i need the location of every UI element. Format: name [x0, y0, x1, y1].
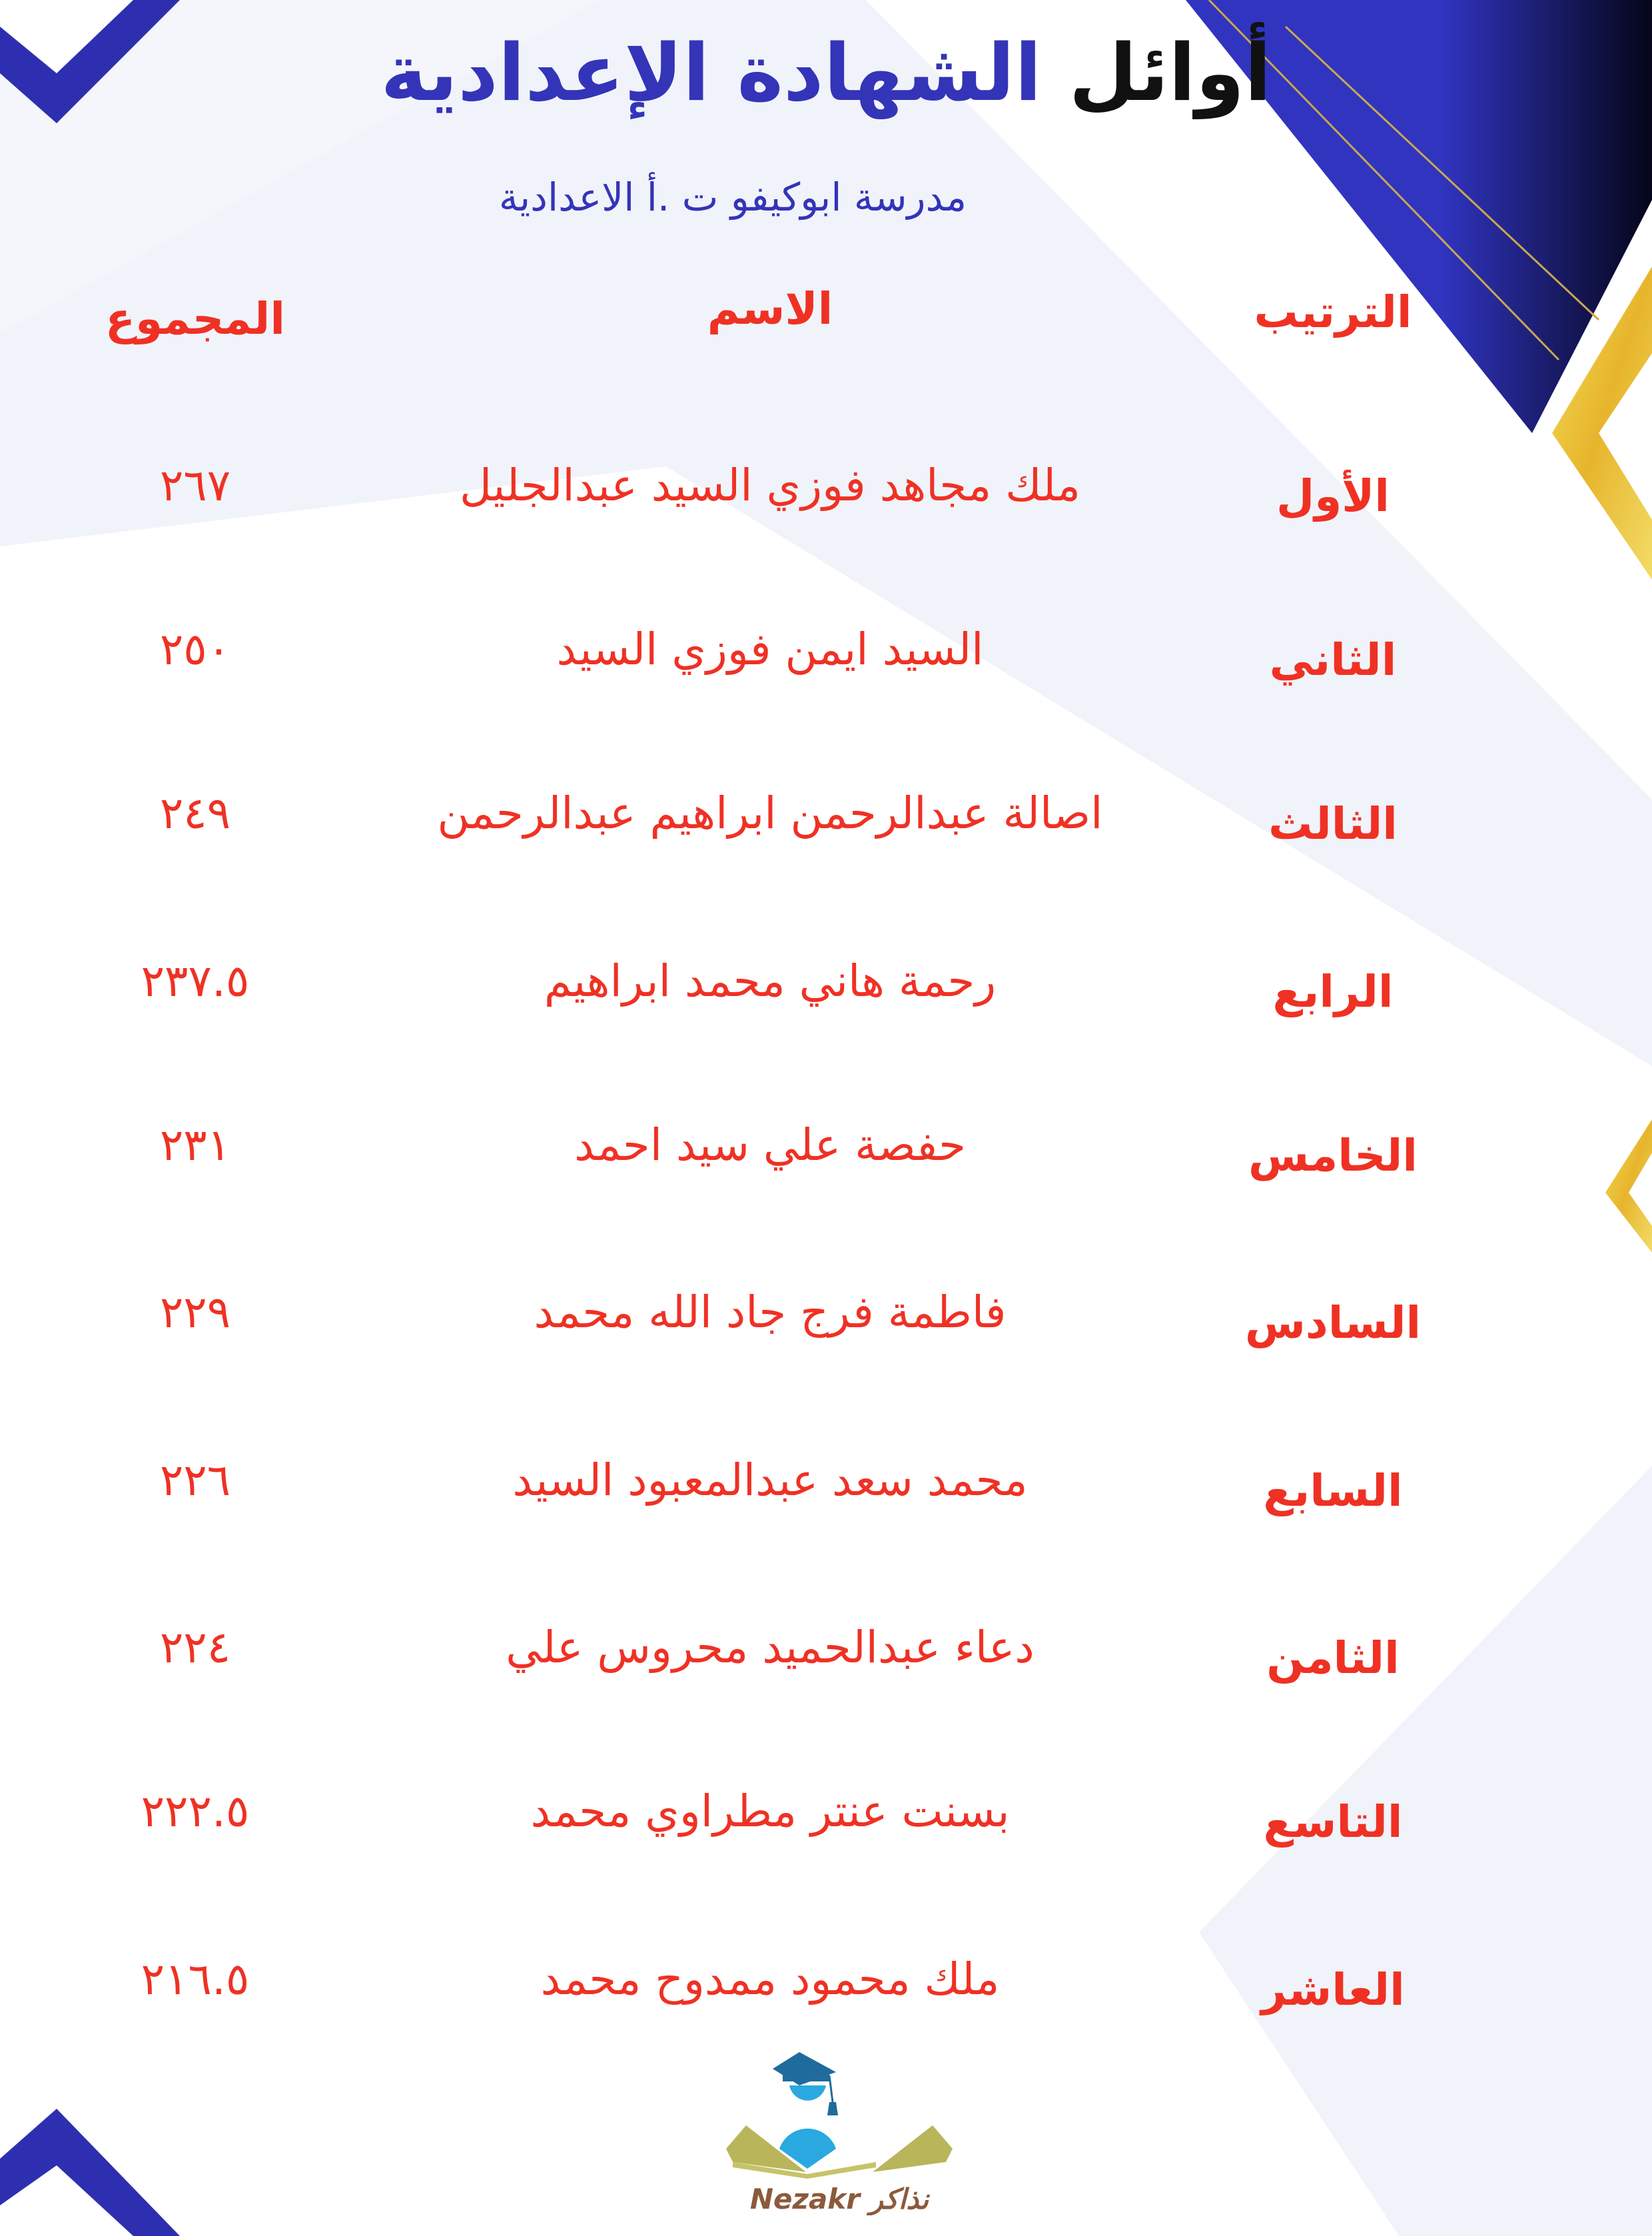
- total-cell: ٢٣١: [159, 1119, 231, 1171]
- rank-cell: الثاني: [1269, 634, 1397, 686]
- total-cell: ٢٦٧: [159, 460, 231, 511]
- column-header-total: المجموع: [105, 293, 285, 344]
- rank-cell: السادس: [1244, 1297, 1422, 1349]
- name-cell: فاطمة فرج جاد الله محمد: [534, 1287, 1007, 1338]
- name-cell: رحمة هاني محمد ابراهيم: [544, 955, 997, 1007]
- total-cell: ٢٢٩: [159, 1287, 231, 1338]
- name-cell: دعاء عبدالحميد محروس علي: [506, 1622, 1034, 1673]
- total-cell: ٢٢٢.٥: [141, 1786, 250, 1837]
- rank-cell: التاسع: [1263, 1796, 1403, 1848]
- name-cell: محمد سعد عبدالمعبود السيد: [512, 1454, 1028, 1506]
- name-cell: حفصة علي سيد احمد: [574, 1119, 966, 1171]
- rank-cell: الأول: [1276, 470, 1390, 522]
- total-cell: ٢٣٧.٥: [141, 955, 250, 1007]
- total-cell: ٢٤٩: [159, 788, 231, 839]
- name-cell: السيد ايمن فوزي السيد: [556, 624, 984, 675]
- title-part-2: الشهادة الإعدادية: [380, 27, 1042, 119]
- total-cell: ٢٢٦: [159, 1454, 231, 1506]
- school-name: مدرسة ابوكيفو ت .أ الاعدادية: [498, 175, 967, 220]
- name-cell: ملك محمود ممدوح محمد: [540, 1954, 1000, 2005]
- nezakr-logo: Nezakr نذاكر: [726, 2052, 953, 2215]
- rank-cell: العاشر: [1261, 1964, 1405, 2015]
- column-header-name: الاسم: [707, 283, 833, 334]
- name-cell: بسنت عنتر مطراوي محمد: [530, 1786, 1010, 1837]
- title-part-1: أوائل: [1068, 27, 1272, 119]
- rank-cell: الخامس: [1248, 1130, 1418, 1181]
- name-cell: ملك مجاهد فوزي السيد عبدالجليل: [459, 460, 1081, 511]
- page-title: أوائل الشهادة الإعدادية: [0, 27, 1652, 119]
- total-cell: ٢١٦.٥: [141, 1954, 250, 2005]
- rank-cell: الثالث: [1268, 798, 1398, 849]
- rank-cell: الرابع: [1272, 966, 1394, 1017]
- name-cell: اصالة عبدالرحمن ابراهيم عبدالرحمن: [437, 788, 1103, 839]
- rank-cell: الثامن: [1266, 1632, 1400, 1684]
- column-header-rank: الترتيب: [1254, 286, 1412, 338]
- rank-cell: السابع: [1263, 1465, 1403, 1516]
- total-cell: ٢٢٤: [159, 1622, 231, 1673]
- total-cell: ٢٥٠: [159, 624, 231, 675]
- logo-wordmark: Nezakr نذاكر: [750, 2183, 931, 2215]
